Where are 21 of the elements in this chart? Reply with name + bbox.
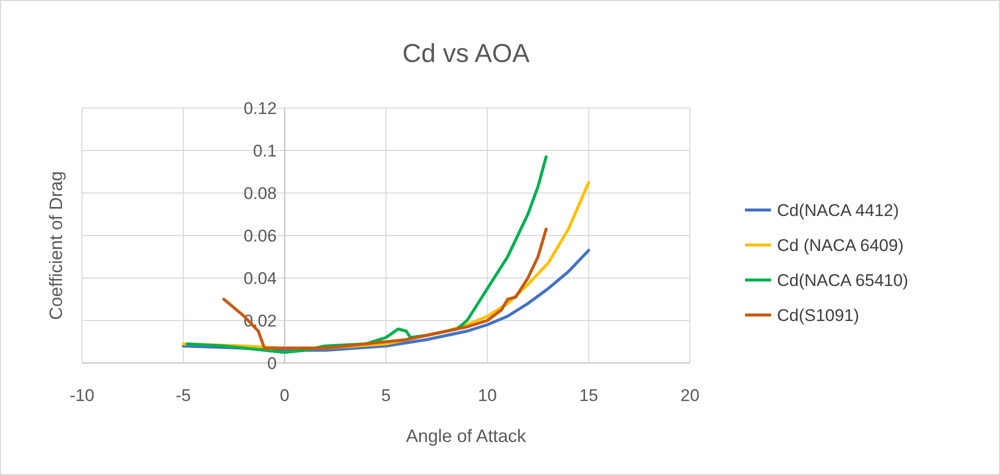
x-tick-label: 5 <box>381 386 391 405</box>
x-tick-label: 20 <box>680 386 700 405</box>
x-tick-label: 15 <box>579 386 598 405</box>
x-tick-label: 0 <box>280 386 290 405</box>
x-axis-title: Angle of Attack <box>406 426 528 446</box>
line-series <box>222 228 548 350</box>
y-tick-label: 0.04 <box>244 269 277 288</box>
y-tick-label: 0.08 <box>244 184 277 203</box>
legend-label: Cd(NACA 65410) <box>777 271 908 290</box>
y-tick-label: 0.12 <box>244 99 277 118</box>
x-tick-label: -5 <box>176 386 191 405</box>
legend-label: Cd (NACA 6409) <box>777 236 904 255</box>
y-tick-label: 0 <box>267 354 277 373</box>
x-tick-label: 10 <box>478 386 497 405</box>
y-axis-title: Coefficient of Drag <box>46 171 66 320</box>
chart-title: Cd vs AOA <box>402 38 530 68</box>
legend-label: Cd(S1091) <box>777 306 860 325</box>
y-tick-label: 0.06 <box>244 226 277 246</box>
y-tick-label: 0.1 <box>253 142 277 160</box>
legend-label: Cd(NACA 4412) <box>777 201 899 220</box>
x-tick-label: -10 <box>70 386 94 405</box>
